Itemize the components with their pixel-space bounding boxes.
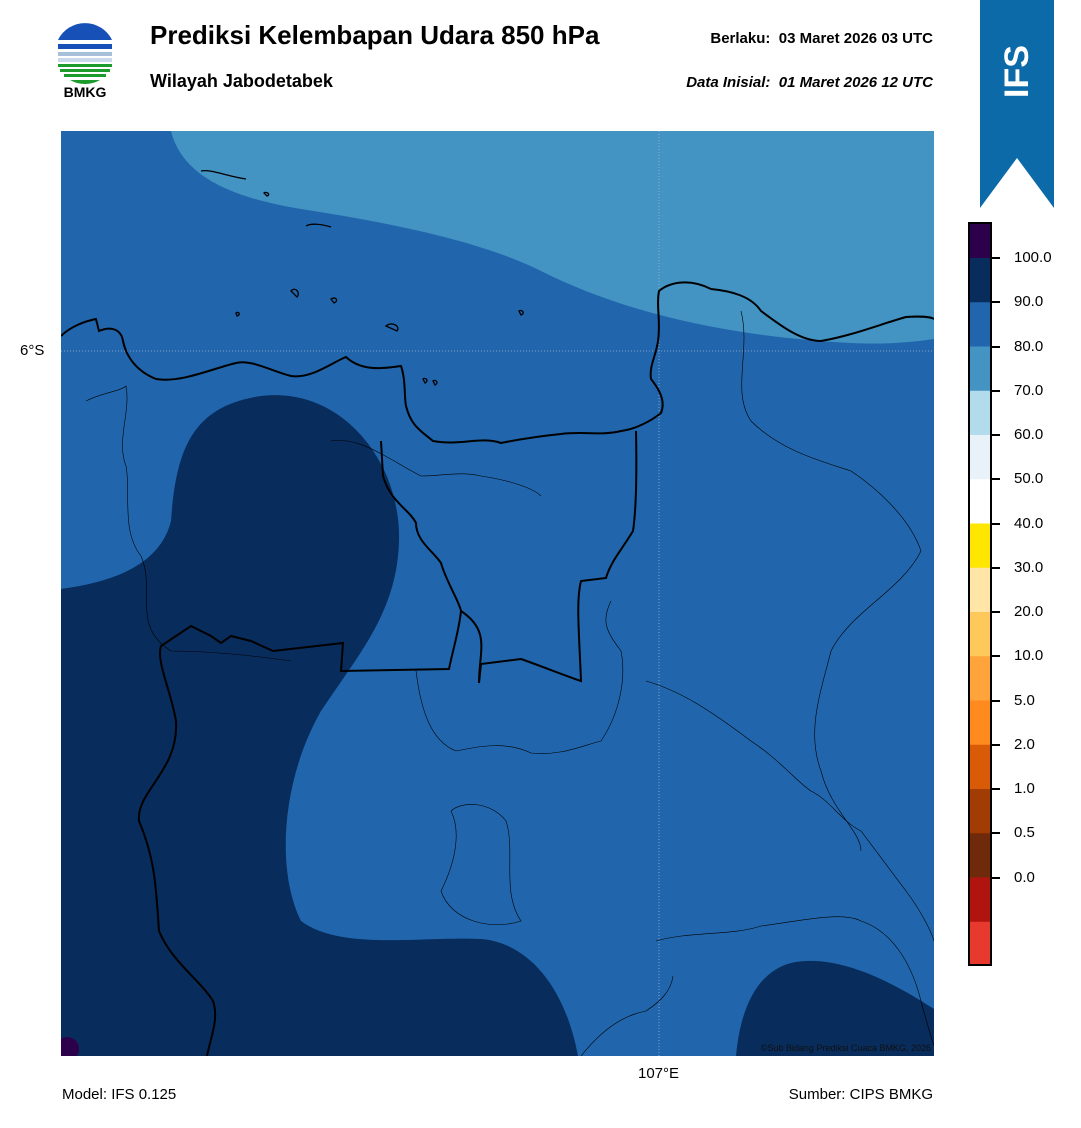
valid-time-value: 03 Maret 2026 03 UTC [778, 30, 933, 47]
colorbar-tick-label: 70.0 [1014, 381, 1044, 399]
valid-time-label: Berlaku: [710, 30, 771, 47]
colorbar-segment [968, 921, 992, 966]
colorbar-segment [968, 656, 992, 701]
colorbar-tick-label: 60.0 [1014, 426, 1044, 443]
jakarta-boundary [137, 440, 463, 1056]
coastline [61, 281, 934, 445]
colorbar-tick [990, 832, 1000, 835]
valid-time: Berlaku: 03 Maret 2026 03 UTC [710, 30, 933, 47]
colorbar-tick [990, 743, 1000, 746]
colorbar-segment [968, 567, 992, 613]
colorbar-tick [990, 876, 1000, 879]
band-90-100-west [61, 395, 578, 1056]
colorbar-tick [990, 699, 1000, 702]
colorbar-segment [968, 222, 992, 259]
colorbar-tick-label: 2.0 [1014, 735, 1035, 753]
colorbar-tick [990, 257, 1000, 259]
ifs-banner-text: IFS [997, 44, 1036, 98]
colorbar-tick [990, 301, 1000, 304]
colorbar-tick [990, 788, 1000, 790]
ifs-banner [980, 0, 1054, 208]
colorbar-tick-label: 80.0 [1014, 337, 1044, 355]
colorbar-segment [968, 302, 992, 347]
colorbar-tick-label: 90.0 [1014, 293, 1044, 311]
bmkg-logo [55, 23, 115, 85]
colorbar-tick-label: 40.0 [1014, 514, 1044, 532]
colorbar-segment [968, 435, 992, 480]
initial-data-label: Data Inisial: [686, 74, 771, 91]
colorbar-segments [968, 222, 992, 966]
humidity-map [61, 131, 934, 1056]
colorbar-tick [990, 611, 1000, 613]
source-label: Sumber: CIPS BMKG [788, 1086, 933, 1103]
colorbar-segment [968, 700, 992, 746]
colorbar-tick-label: 0.5 [1014, 824, 1035, 842]
colorbar-tick [990, 389, 1000, 392]
map-subtitle: Wilayah Jabodetabek [150, 71, 333, 91]
colorbar-tick [990, 434, 1000, 436]
colorbar-tick [990, 655, 1000, 658]
colorbar-tick-label: 0.0 [1014, 868, 1035, 886]
initial-data-value: 01 Maret 2026 12 UTC [778, 74, 933, 91]
colorbar-segment [968, 346, 992, 392]
band-70-80 [171, 131, 934, 344]
regency-boundaries [85, 310, 934, 1056]
colorbar-tick-label: 100.0 [1014, 249, 1052, 266]
initial-data-time: Data Inisial: 01 Maret 2026 12 UTC [686, 74, 933, 91]
latitude-label: 6°S [20, 342, 45, 359]
colorbar-tick-label: 50.0 [1014, 470, 1044, 488]
colorbar-segment [968, 612, 992, 657]
colorbar-segment [968, 479, 992, 524]
ifs-banner-text-wrap: IFS [980, 36, 1054, 106]
colorbar-segment [968, 523, 992, 569]
colorbar-segment [968, 833, 992, 878]
band-above-100 [61, 1037, 79, 1056]
colorbar-tick [990, 522, 1000, 525]
colorbar-tick-label: 10.0 [1014, 647, 1044, 665]
bekasi-boundary [460, 430, 638, 684]
colorbar-segment [968, 744, 992, 790]
colorbar-tick-label: 1.0 [1014, 780, 1035, 797]
thousand-islands [200, 169, 524, 386]
colorbar-segment [968, 877, 992, 923]
colorbar-tick-label: 30.0 [1014, 558, 1044, 576]
colorbar-segment [968, 390, 992, 436]
colorbar [968, 222, 992, 966]
map-copyright: ©Sub Bidang Prediksi Cuaca BMKG, 2026 [760, 1043, 931, 1053]
colorbar-tick-label: 5.0 [1014, 691, 1035, 709]
model-label: Model: IFS 0.125 [62, 1086, 177, 1103]
logo-text: BMKG [63, 84, 107, 100]
map-title: Prediksi Kelembapan Udara 850 hPa [150, 20, 600, 50]
colorbar-tick-label: 20.0 [1014, 603, 1044, 620]
band-90-100-southeast [736, 960, 934, 1056]
colorbar-tick [990, 478, 1000, 481]
colorbar-segment [968, 258, 992, 303]
colorbar-tick [990, 566, 1000, 569]
longitude-label: 107°E [638, 1065, 680, 1082]
colorbar-tick [990, 345, 1000, 348]
colorbar-segment [968, 789, 992, 834]
